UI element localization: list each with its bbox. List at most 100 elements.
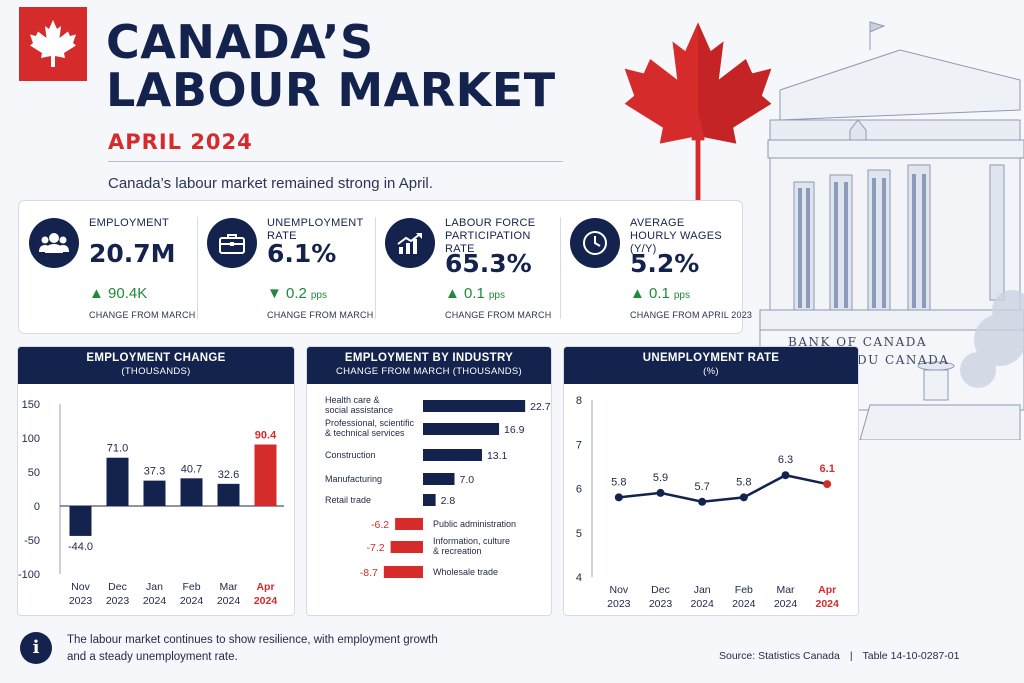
x-tick-label: 2024 [217, 595, 241, 607]
x-tick-label: 2024 [774, 598, 798, 610]
kpi-value: 65.3% [445, 249, 532, 278]
x-tick-label: 2024 [732, 598, 756, 610]
x-tick-label: Feb [182, 581, 200, 593]
kpi-note: CHANGE FROM MARCH [267, 310, 374, 320]
data-label: -6.2 [371, 519, 389, 531]
kpi-wages: AVERAGE HOURLY WAGES (Y/Y) 5.2% ▲ 0.1 pps… [560, 201, 752, 335]
bar [383, 566, 423, 578]
unemployment-rate-panel: UNEMPLOYMENT RATE (%) 4 5 6 7 8 5.8 Nov 2023 5.9… [563, 346, 859, 616]
kpi-label: LABOUR FORCE PARTICIPATION RATE [445, 217, 536, 255]
category-label: social assistance [325, 405, 393, 415]
data-label: -7.2 [367, 542, 385, 554]
kpi-change: ▲ 0.1 pps [445, 285, 505, 302]
kpi-note: CHANGE FROM APRIL 2023 [630, 310, 753, 320]
category-label: Retail trade [325, 495, 371, 505]
data-label: 13.1 [487, 450, 508, 462]
x-tick-label: 2024 [815, 598, 839, 610]
data-label: -44.0 [68, 541, 93, 553]
x-tick-label: Dec [651, 584, 670, 596]
kpi-unemployment: UNEMPLOYMENT RATE 6.1% ▼ 0.2 pps CHANGE F… [197, 201, 375, 335]
data-label: 5.7 [695, 481, 710, 493]
kpi-value: 20.7M [89, 239, 176, 268]
unemployment-rate-chart: 4 5 6 7 8 5.8 Nov 2023 5.9 Dec 2023 5.7 Jan 2024 5.8 Fe… [576, 395, 839, 610]
data-label: 2.8 [441, 495, 456, 507]
kpi-participation: LABOUR FORCE PARTICIPATION RATE 65.3% ▲ … [375, 201, 560, 335]
kpi-value: 6.1% [267, 239, 337, 268]
kpi-change: ▼ 0.2 pps [267, 285, 327, 302]
data-label: 7.0 [460, 474, 475, 486]
data-label: -8.7 [360, 567, 378, 579]
large-maple-leaf-icon [624, 22, 772, 201]
data-label: 22.7 [530, 401, 551, 413]
panel-header: EMPLOYMENT BY INDUSTRY CHANGE FROM MARCH… [307, 347, 551, 384]
kpi-change: ▲ 0.1 pps [630, 285, 690, 302]
data-label: 5.8 [611, 476, 626, 488]
x-tick-label: Apr [818, 584, 836, 596]
x-tick-label: Jan [694, 584, 711, 596]
data-label: 71.0 [107, 443, 128, 455]
bar [217, 483, 240, 506]
bar [395, 518, 423, 530]
bar [423, 400, 526, 412]
data-label: 32.6 [218, 469, 239, 481]
chart-title: EMPLOYMENT CHANGE [86, 352, 226, 364]
source-line: Source: Statistics Canada | Table 14-10-02… [719, 650, 960, 662]
x-tick-label: 2024 [143, 595, 167, 607]
y-tick-label: 6 [576, 484, 582, 496]
data-label: 5.8 [736, 476, 751, 488]
employment-change-chart: -100 -50 0 50 100 150 -44.0 Nov 2023 71.0 Dec 2023 3… [18, 399, 284, 607]
footnote: The labour market continues to show resi… [67, 634, 438, 663]
series-line [618, 473, 828, 504]
y-tick-label: 4 [576, 572, 582, 584]
data-point [781, 471, 790, 480]
data-label: 6.3 [778, 454, 793, 466]
bar [423, 473, 455, 485]
lead-text: Canada’s labour market remained strong i… [108, 175, 433, 192]
x-tick-label: 2024 [690, 598, 714, 610]
y-tick-label: 5 [576, 528, 582, 540]
chart-subtitle: (THOUSANDS) [121, 366, 191, 377]
y-tick-label: 0 [34, 501, 40, 513]
info-icon: i [20, 632, 52, 664]
kpi-label: UNEMPLOYMENT RATE [267, 217, 364, 242]
header-divider [108, 161, 563, 162]
data-label: 90.4 [255, 430, 277, 442]
bar [106, 457, 129, 506]
x-tick-label: Nov [71, 581, 90, 593]
bank-of-canada-building: BANK OF CANADA BANQUE DU CANADA [759, 21, 1024, 440]
kpi-value: 5.2% [630, 249, 700, 278]
category-label: Construction [325, 450, 376, 460]
y-tick-label: -50 [24, 535, 40, 547]
bar [254, 444, 277, 506]
data-label: 37.3 [144, 466, 165, 478]
kpi-note: CHANGE FROM MARCH [445, 310, 552, 320]
data-point [823, 480, 832, 489]
data-label: 6.1 [820, 463, 835, 475]
employment-by-industry-panel: EMPLOYMENT BY INDUSTRY CHANGE FROM MARCH… [306, 346, 552, 616]
bar [143, 480, 166, 506]
y-tick-label: 50 [28, 467, 40, 479]
category-label: Health care & [325, 395, 380, 405]
kpi-employment: EMPLOYMENT 20.7M ▲ 90.4K CHANGE FROM MAR… [19, 201, 197, 335]
x-tick-label: Apr [256, 581, 274, 593]
x-tick-label: 2024 [180, 595, 204, 607]
kpi-strip: EMPLOYMENT 20.7M ▲ 90.4K CHANGE FROM MAR… [18, 200, 752, 335]
category-label: Manufacturing [325, 474, 382, 484]
x-tick-label: Mar [219, 581, 238, 593]
table-id: Table 14-10-0287-01 [862, 650, 960, 662]
data-label: 16.9 [504, 424, 525, 436]
maple-leaf-icon [30, 20, 76, 67]
data-label: 40.7 [181, 463, 202, 475]
x-tick-label: Feb [735, 584, 753, 596]
y-tick-label: 7 [576, 439, 582, 451]
category-label: Public administration [433, 519, 516, 529]
category-label: Professional, scientific [325, 418, 415, 428]
panel-header: UNEMPLOYMENT RATE (%) [564, 347, 858, 384]
data-point [614, 493, 623, 502]
data-label: 5.9 [653, 472, 668, 484]
category-label: Wholesale trade [433, 567, 498, 577]
data-point [739, 493, 748, 502]
category-label: & technical services [325, 428, 405, 438]
chart-subtitle: (%) [703, 366, 719, 377]
growth-chart-icon [385, 218, 435, 268]
